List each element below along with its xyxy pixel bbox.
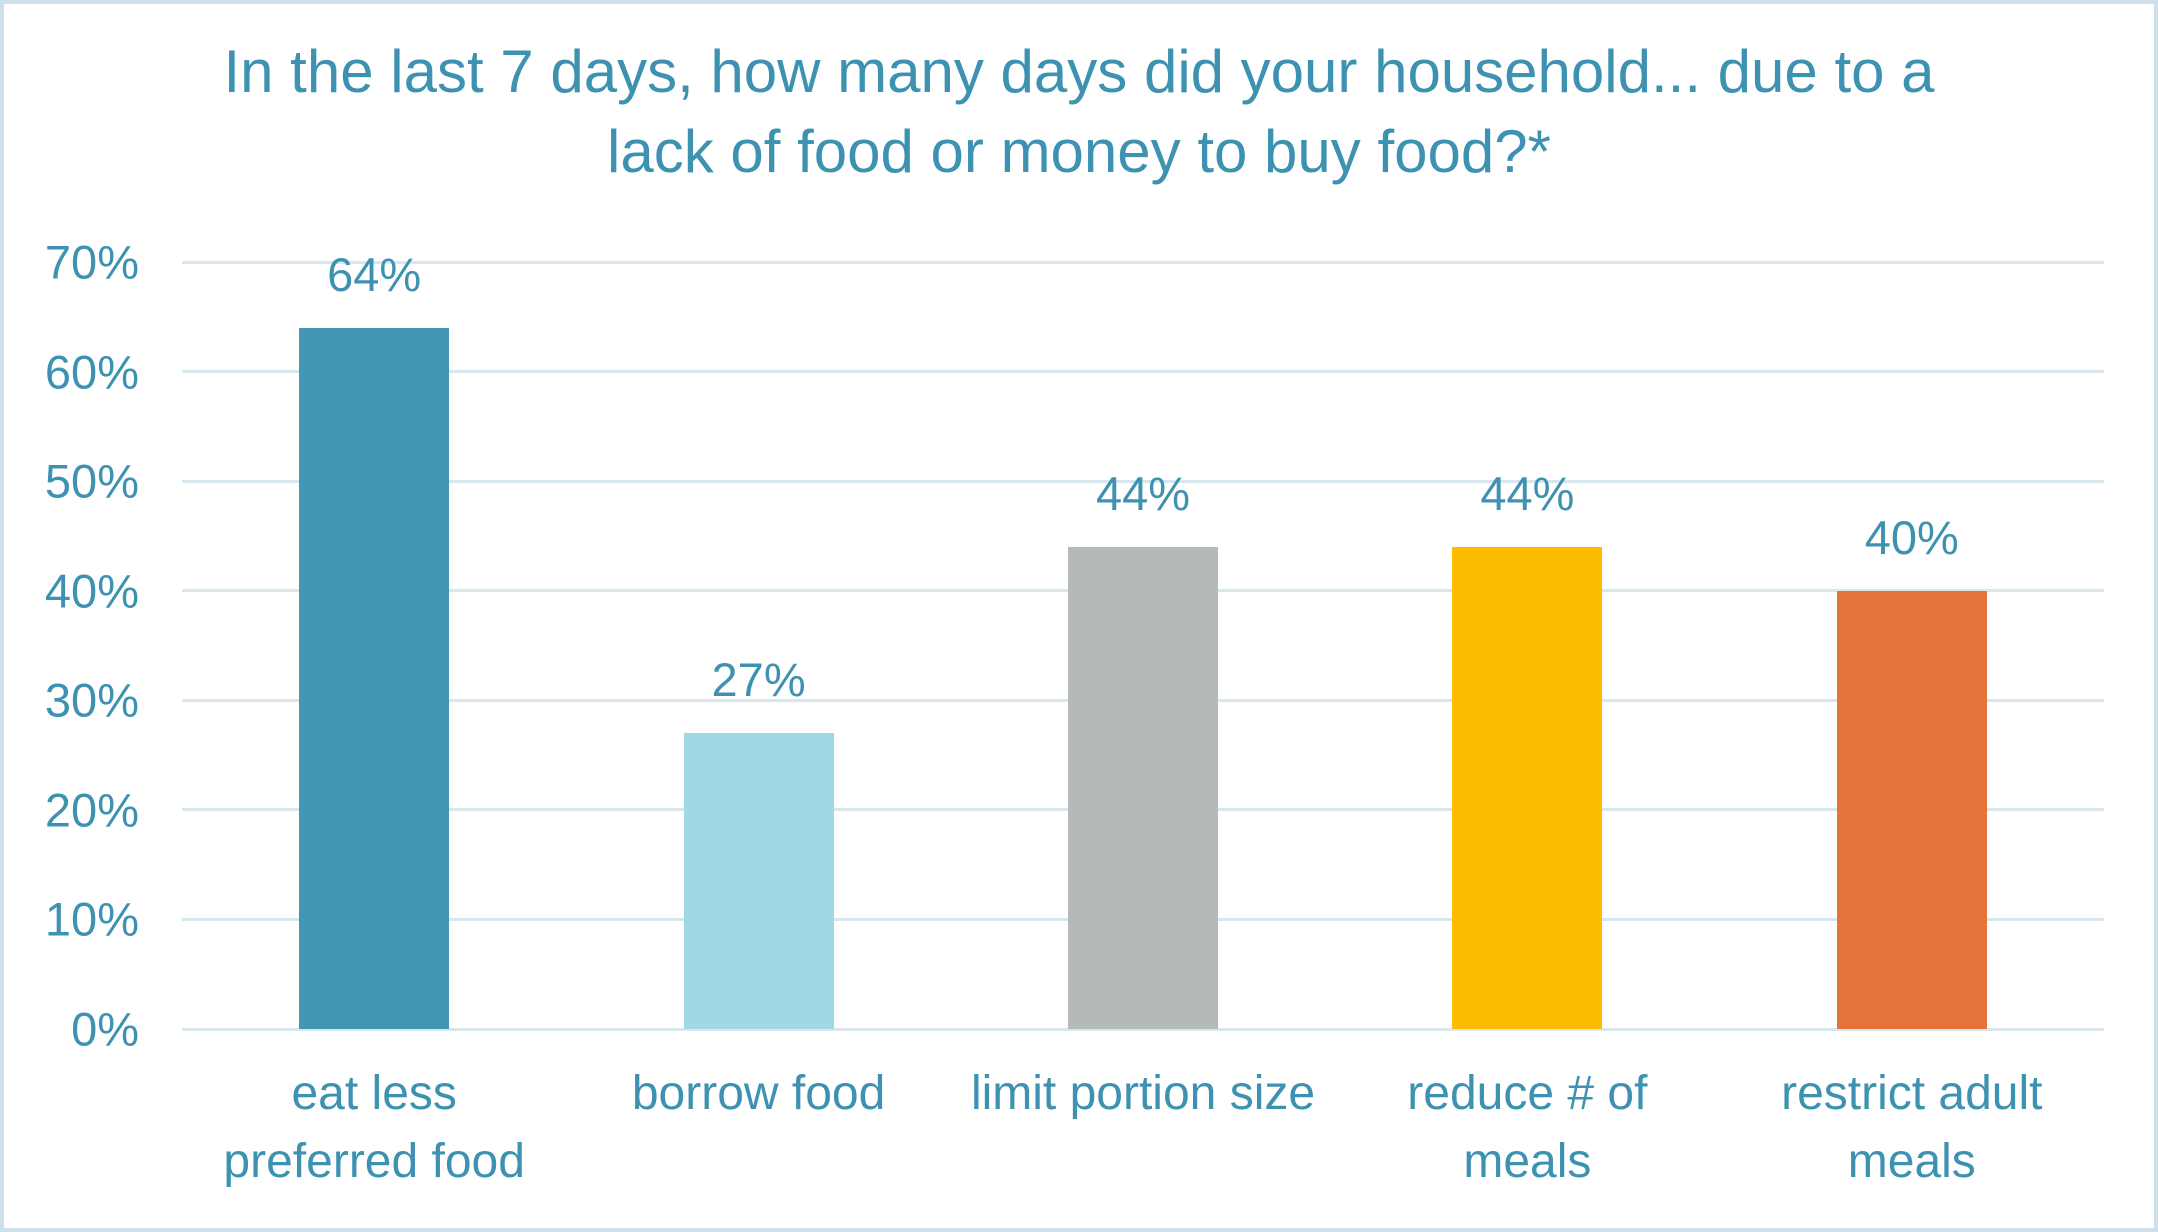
bar-column-restrict-adult: 40% bbox=[1720, 262, 2104, 1029]
bar-reduce-of bbox=[1452, 546, 1603, 1029]
y-tick-label-10: 10% bbox=[44, 892, 139, 946]
value-label-eat-less: 64% bbox=[327, 247, 422, 301]
y-tick-label-50: 50% bbox=[44, 454, 139, 508]
bar-column-borrow-food: 27% bbox=[566, 262, 950, 1029]
bars-container: 64% 27% 44% 44% 40% bbox=[182, 248, 2104, 1029]
value-label-restrict-adult: 40% bbox=[1864, 510, 1959, 564]
y-axis: 0% 10% 20% 30% 40% 50% 60% 70% bbox=[4, 236, 139, 1056]
category-label-reduce-of: reduce # of meals bbox=[1407, 1067, 1648, 1189]
gridline-50 bbox=[182, 479, 2104, 483]
y-tick-label-40: 40% bbox=[44, 564, 139, 618]
value-label-reduce-of: 44% bbox=[1480, 466, 1575, 520]
y-tick-label-0: 0% bbox=[71, 1002, 139, 1056]
category-label-borrow-food: borrow food bbox=[631, 1067, 886, 1120]
bar-borrow-food bbox=[683, 733, 834, 1029]
bar-eat-less bbox=[299, 327, 450, 1029]
gridline-60 bbox=[182, 370, 2104, 374]
gridline-70 bbox=[182, 260, 2104, 264]
value-label-limit-portion-size: 44% bbox=[1095, 466, 1191, 520]
x-axis: eat less preferred food borrow food limit … bbox=[182, 1060, 2104, 1220]
y-tick-label-30: 30% bbox=[44, 673, 139, 727]
category-label-eat-less: eat less preferred food bbox=[223, 1067, 525, 1189]
bar-column-limit-portion-size: 44% bbox=[951, 262, 1335, 1029]
bar-restrict-adult bbox=[1836, 590, 1987, 1029]
value-label-borrow-food: 27% bbox=[711, 653, 806, 707]
bar-column-eat-less: 64% bbox=[182, 248, 566, 1029]
plot-area: 64% 27% 44% 44% 40% bbox=[182, 248, 2104, 1031]
chart-title: In the last 7 days, how many days did yo… bbox=[223, 38, 1935, 185]
y-tick-label-60: 60% bbox=[44, 345, 139, 399]
category-label-restrict-adult: restrict adult meals bbox=[1781, 1067, 2043, 1189]
bar-column-reduce-of: 44% bbox=[1335, 262, 1719, 1029]
y-tick-label-20: 20% bbox=[44, 783, 139, 837]
x-axis-line bbox=[182, 1027, 2104, 1031]
category-label-limit-portion-size: limit portion size bbox=[970, 1067, 1316, 1120]
y-tick-label-70: 70% bbox=[44, 235, 139, 289]
bar-limit-portion-size bbox=[1067, 546, 1218, 1029]
